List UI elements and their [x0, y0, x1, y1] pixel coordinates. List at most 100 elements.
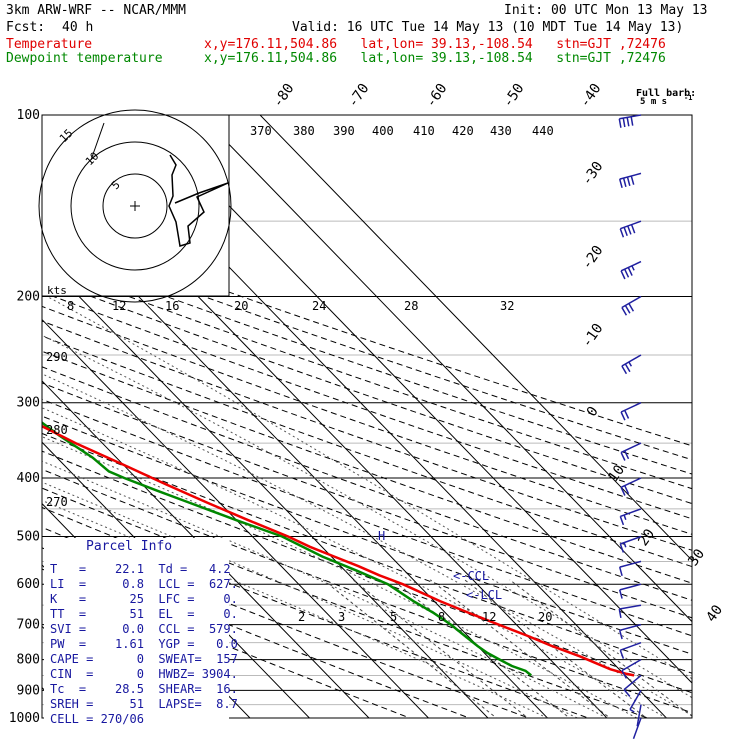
moist-adiabat [42, 436, 637, 718]
dry-adiabat [42, 398, 692, 637]
full-barb-value: 5 m s [640, 97, 667, 107]
mixing-ratio-line [322, 579, 498, 718]
parcel-row: SVI = 0.0 CCL = 579. [50, 622, 238, 636]
valid-time: Valid: 16 UTC Tue 14 May 13 (10 MDT Tue … [292, 20, 684, 35]
pressure-tick-label: 100 [17, 108, 40, 123]
mixing-ratio-line [464, 579, 648, 718]
wind-barb [621, 658, 642, 679]
parcel-row: CAPE = 0 SWEAT= 157 [50, 652, 238, 666]
temperature-tick-label: -10 [579, 321, 607, 351]
hodograph-ring [38, 109, 232, 303]
forecast-label: Fcst: [6, 20, 46, 35]
h-marker: H [378, 529, 385, 543]
hodograph-ring [102, 173, 168, 239]
dry-adiabat [42, 526, 531, 718]
dry-adiabat [42, 432, 692, 674]
temperature-tick-label: -60 [423, 81, 451, 111]
moist-adiabat [42, 334, 692, 699]
dry-adiabat [42, 335, 692, 568]
parcel-row: Tc = 28.5 SHEAR= 16. [50, 682, 238, 696]
hodograph-trace [168, 154, 229, 247]
mixing-ratio-line [509, 579, 692, 717]
wind-barb [620, 402, 642, 421]
mixing-ratio-label: 12 [482, 610, 496, 624]
wind-barb [619, 508, 642, 526]
theta-label: 390 [333, 124, 355, 138]
dry-adiabat [42, 305, 692, 535]
model-title: 3km ARW-WRF -- NCAR/MMM [6, 3, 187, 18]
temperature-line [42, 424, 635, 677]
mixing-ratio-label: 20 [538, 610, 552, 624]
dry-adiabat [42, 382, 692, 619]
isotherm-line [42, 380, 370, 718]
parcel-row: LI = 0.8 LCL = 627. [50, 577, 238, 591]
parcel-row: PW = 1.61 YGP = 0.0 [50, 637, 238, 651]
pressure-tick-label: 900 [17, 683, 40, 698]
ccl-marker: <-CCL [453, 569, 489, 583]
wind-barb [619, 220, 642, 238]
temperature-tick-label: -30 [579, 159, 607, 189]
dewpoint-line [42, 421, 532, 677]
wind-barb [620, 477, 642, 496]
temperature-tick-label: -80 [270, 81, 298, 111]
wind-barb [618, 114, 642, 128]
wind-barb [618, 172, 642, 188]
moist-adiabat [46, 296, 692, 680]
hodograph-ring [70, 141, 200, 271]
moist-adiabat [42, 373, 692, 717]
temperature-location: x,y=176.11,504.86 lat,lon= 39.13,-108.54… [204, 37, 666, 52]
pressure-tick-label: 600 [17, 577, 40, 592]
temperature-tick-label: -50 [500, 81, 528, 111]
wind-speed-scale-label: 8 [67, 299, 74, 313]
pressure-tick-label: 700 [17, 618, 40, 633]
full-barb-exponent: -1 [684, 94, 692, 102]
wind-speed-scale-label: 24 [312, 299, 326, 313]
lcl-marker: <-LCL [466, 588, 502, 602]
wind-speed-scale-label: 16 [165, 299, 179, 313]
wind-barb [620, 442, 642, 461]
pressure-tick-label: 400 [17, 471, 40, 486]
temperature-tick-label: 30 [685, 546, 708, 569]
wind-speed-scale-label: 12 [112, 299, 126, 313]
theta-label: 430 [490, 124, 512, 138]
wind-speed-scale-label: 28 [404, 299, 418, 313]
dewpoint-legend: Dewpoint temperature [6, 51, 163, 66]
wind-barb [621, 295, 642, 316]
temperature-tick-label: 40 [703, 602, 726, 625]
dry-adiabat [42, 468, 692, 714]
wind-barb [619, 641, 642, 659]
parcel-row: CIN = 0 HWBZ= 3904. [50, 667, 238, 681]
wind-barb [632, 717, 642, 739]
temperature-tick-label: -70 [345, 81, 373, 111]
pressure-tick-label: 800 [17, 653, 40, 668]
pressure-tick-label: 500 [17, 529, 40, 544]
wind-barb [618, 583, 642, 599]
dry-adiabat [42, 237, 692, 461]
wind-barb [623, 674, 642, 697]
forecast-hour: 40 h [62, 20, 94, 35]
mixing-ratio-label: 8 [438, 610, 445, 624]
moist-adiabat [42, 407, 667, 718]
theta-label: 400 [372, 124, 394, 138]
wind-barb [618, 560, 642, 576]
wind-barb [629, 690, 642, 713]
mixing-ratio-line [352, 579, 529, 718]
kts-label: kts [47, 284, 67, 297]
isotherm-line [199, 115, 692, 623]
wind-barb [620, 260, 642, 280]
theta-label: 420 [452, 124, 474, 138]
side-theta-label: 280 [46, 423, 68, 437]
hodograph-spoke [90, 122, 105, 161]
parcel-row: TT = 51 EL = 0. [50, 607, 238, 621]
parcel-row: SREH = 51 LAPSE= 8.7 [50, 697, 238, 711]
parcel-info-title: Parcel Info [86, 539, 173, 554]
temperature-tick-label: 10 [605, 462, 628, 485]
theta-label: 410 [413, 124, 435, 138]
theta-label: 380 [293, 124, 315, 138]
dry-adiabat [42, 350, 692, 584]
wind-barb [618, 604, 642, 619]
parcel-row: K = 25 LFC = 0. [50, 592, 238, 606]
isotherm-line [42, 196, 549, 718]
parcel-row: CELL = 270/06 [50, 712, 144, 726]
